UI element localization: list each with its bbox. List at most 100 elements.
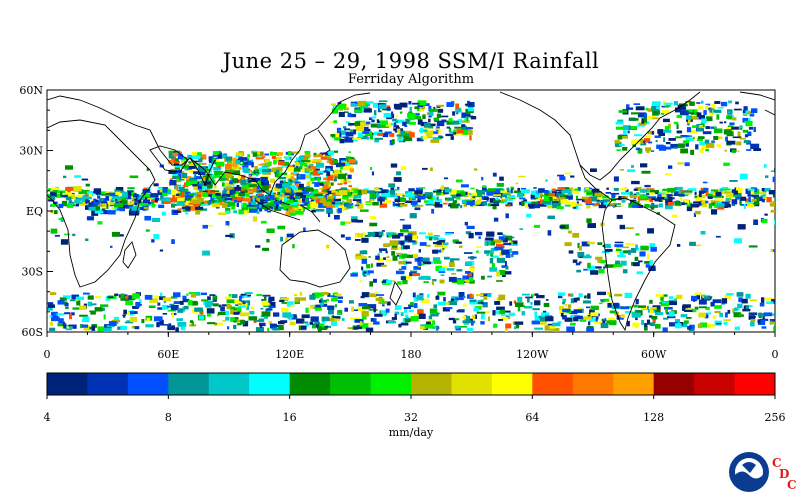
rain-cell [88, 206, 96, 211]
rain-cell [496, 243, 505, 249]
rain-cell [301, 325, 307, 330]
rain-cell [289, 178, 294, 183]
rain-cell [477, 299, 481, 303]
lat-label: 30S [21, 266, 43, 279]
rain-cell [750, 143, 760, 149]
rain-cell [494, 301, 501, 305]
rain-cell [237, 323, 242, 326]
rain-cell [300, 162, 307, 166]
rain-cell [378, 100, 388, 103]
rain-cell [464, 118, 468, 121]
rain-cell [177, 208, 182, 214]
rain-cell [49, 315, 53, 318]
rain-cell [51, 316, 60, 322]
rain-cell [472, 196, 476, 198]
rain-cell [552, 322, 561, 327]
rain-cell [389, 240, 399, 246]
rain-cell [376, 119, 379, 123]
rain-cell [412, 292, 416, 298]
rain-cell [629, 191, 633, 197]
rain-cell [157, 190, 162, 196]
rain-cell [643, 113, 647, 119]
rain-cell [697, 136, 705, 139]
coastline-africa [47, 119, 156, 288]
rain-cell [131, 325, 136, 329]
rain-cell [438, 238, 446, 242]
rain-cell [94, 307, 103, 312]
rain-cell [691, 115, 698, 120]
rain-cell [622, 125, 631, 130]
rain-cell [291, 189, 295, 195]
rain-cell [376, 192, 380, 198]
rain-cell [448, 262, 455, 268]
rain-cell [572, 190, 580, 194]
rain-cell [244, 300, 248, 303]
rain-cell [404, 200, 412, 204]
rain-cell [279, 180, 284, 184]
rain-cell [657, 129, 664, 134]
rain-cell [368, 256, 371, 258]
rain-cell [300, 204, 305, 207]
rain-cell [379, 200, 383, 205]
rain-cell [545, 179, 548, 182]
rain-cell [144, 195, 151, 200]
rain-cell [249, 207, 258, 213]
rain-cell [185, 181, 192, 186]
rain-cell [426, 244, 431, 247]
rain-cell [335, 192, 341, 195]
rain-cell [616, 315, 620, 320]
rain-cell [726, 115, 732, 119]
rain-cell [268, 296, 275, 302]
rain-cell [225, 316, 230, 321]
rain-cell [752, 315, 756, 319]
rain-cell [269, 152, 277, 156]
rain-cell [350, 129, 353, 132]
rain-cell [115, 207, 122, 211]
rain-cell [698, 115, 706, 120]
rain-cell [340, 187, 348, 191]
rain-cell [260, 220, 267, 224]
rain-cell [413, 113, 420, 116]
rain-cell [501, 314, 509, 317]
rain-cell [342, 200, 345, 205]
rain-cell [65, 307, 69, 309]
rain-cell [432, 257, 441, 262]
rain-cell [626, 104, 630, 110]
rain-cell [753, 148, 762, 151]
rain-cell [655, 294, 664, 297]
rain-cell [328, 183, 331, 188]
rain-cell [728, 100, 732, 104]
rain-cell [149, 298, 158, 303]
rain-cell [235, 304, 239, 306]
rain-cell [747, 204, 754, 208]
rain-cell [313, 176, 322, 181]
rain-cell [605, 192, 611, 194]
rain-cell [656, 312, 664, 315]
rain-cell [761, 198, 765, 203]
rain-cell [552, 202, 561, 209]
rain-cell [378, 236, 382, 239]
rain-cell [534, 194, 541, 198]
rain-cell [418, 276, 428, 280]
rain-cell [153, 234, 160, 239]
rain-cell [621, 191, 630, 195]
rain-cell [348, 185, 352, 187]
rain-cell [344, 166, 353, 171]
rain-cell [504, 260, 507, 266]
rain-cell [107, 296, 114, 299]
rain-cell [188, 166, 196, 169]
colorbar-swatch [613, 373, 655, 395]
rain-cell [618, 134, 628, 137]
rain-cell [84, 194, 89, 197]
rain-cell [83, 325, 90, 331]
rain-cell [323, 170, 329, 173]
rain-cell [414, 106, 420, 110]
rain-cell [334, 318, 340, 322]
rain-cell [114, 293, 119, 296]
rain-cell [214, 171, 223, 175]
rain-cell [708, 295, 713, 299]
rain-cell [81, 178, 89, 181]
rain-cell [105, 191, 114, 193]
rain-cell [151, 239, 155, 243]
rain-cell [745, 201, 753, 207]
